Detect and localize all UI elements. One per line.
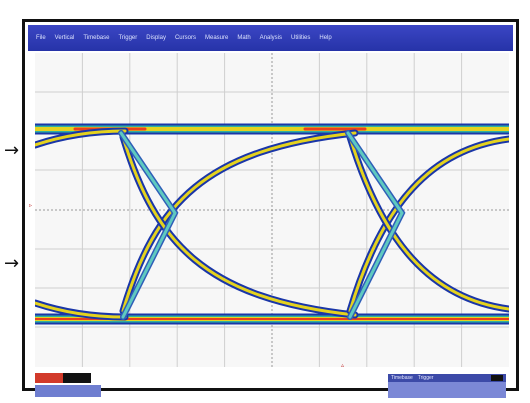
- menu-analysis[interactable]: Analysis: [259, 35, 283, 41]
- trigger-position-marker: ▵: [341, 363, 345, 369]
- menu-measure[interactable]: Measure: [204, 35, 229, 41]
- level-marker: ▹: [29, 203, 33, 209]
- timebase-readout: [388, 382, 506, 398]
- eye-traces: [35, 123, 509, 325]
- menu-help[interactable]: Help: [319, 35, 332, 41]
- menu-vertical[interactable]: Vertical: [54, 35, 75, 41]
- upper-level-arrow: →: [4, 140, 20, 161]
- scope-display[interactable]: [35, 53, 509, 367]
- menu-timebase[interactable]: Timebase: [83, 35, 110, 41]
- channel-indicator: [35, 373, 63, 383]
- trigger-indicator: [491, 375, 503, 381]
- menu-bar: File Vertical Timebase Trigger Display C…: [28, 25, 513, 51]
- curve-edges: [35, 127, 509, 321]
- timebase-trigger-panel[interactable]: Timebase Trigger: [388, 374, 506, 398]
- oscilloscope-window: File Vertical Timebase Trigger Display C…: [22, 19, 519, 398]
- channel-readout: [35, 385, 101, 397]
- menu-math[interactable]: Math: [237, 35, 251, 41]
- lower-level-arrow: →: [4, 253, 20, 274]
- eye-diagram-screen: [35, 53, 509, 367]
- linear-edges: [118, 130, 406, 320]
- menu-trigger[interactable]: Trigger: [118, 35, 138, 41]
- menu-display[interactable]: Display: [146, 35, 166, 41]
- channel-indicator-dark: [63, 373, 91, 383]
- trigger-label: Trigger: [417, 375, 434, 381]
- channel-panel[interactable]: [35, 373, 101, 403]
- menu-file[interactable]: File: [36, 35, 46, 41]
- timebase-label: Timebase: [391, 375, 413, 381]
- menu-cursors[interactable]: Cursors: [174, 35, 196, 41]
- menu-utilities[interactable]: Utilities: [291, 35, 311, 41]
